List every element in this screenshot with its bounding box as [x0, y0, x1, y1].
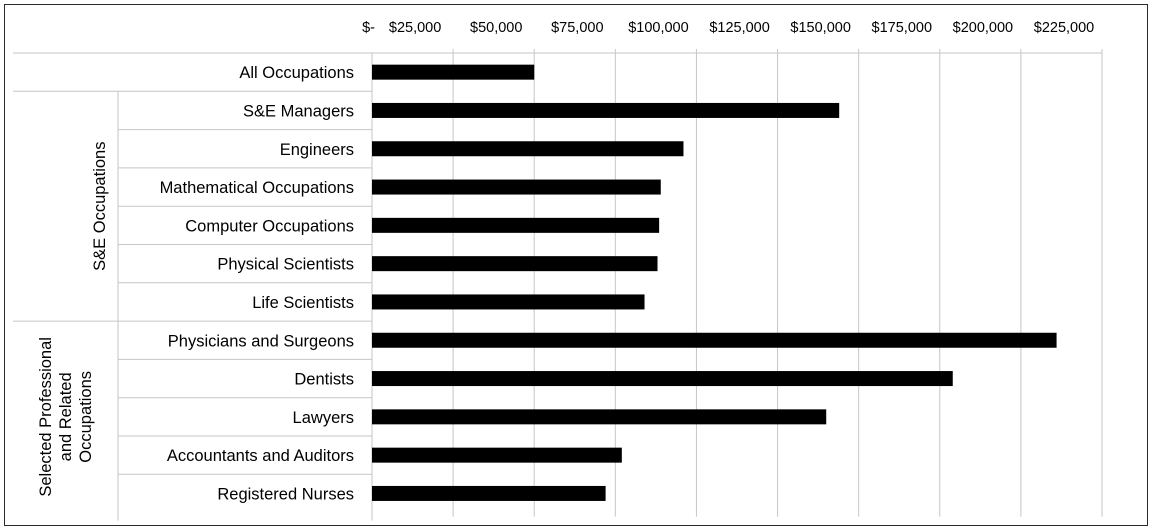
group-label-line: and Related: [57, 372, 75, 461]
group-label: Selected Professional and Related Occupati…: [37, 337, 95, 497]
category-label: Computer Occupations: [185, 217, 354, 235]
category-label: Mathematical Occupations: [160, 179, 354, 197]
x-tick-label: $200,000: [953, 20, 1013, 36]
x-tick-label: $125,000: [709, 20, 769, 36]
category-label: Accountants and Auditors: [167, 447, 354, 465]
category-label: Registered Nurses: [217, 485, 354, 503]
bar: [372, 179, 661, 195]
bar: [372, 332, 1057, 348]
bar: [372, 141, 684, 157]
category-label: Dentists: [294, 371, 354, 389]
category-label: S&E Managers: [243, 102, 354, 120]
category-label: Life Scientists: [252, 294, 354, 312]
category-label: Engineers: [280, 141, 354, 159]
bar: [372, 447, 622, 463]
x-tick-label: $-: [362, 20, 375, 36]
bar: [372, 409, 827, 425]
chart-frame: $- $25,000 $50,000 $75,000 $100,000 $125,000 $…: [4, 4, 1148, 526]
bar: [372, 217, 660, 233]
bar: [372, 371, 953, 387]
x-tick-label: $75,000: [551, 20, 603, 36]
x-tick-label: $175,000: [872, 20, 932, 36]
x-tick-label: $225,000: [1034, 20, 1094, 36]
group-label: S&E Occupations: [91, 142, 109, 271]
x-tick-label: $150,000: [790, 20, 850, 36]
bar: [372, 102, 840, 118]
category-label: All Occupations: [239, 64, 354, 82]
bar: [372, 294, 645, 310]
category-label: Lawyers: [293, 409, 354, 427]
x-tick-label: $100,000: [628, 20, 688, 36]
bar: [372, 256, 658, 272]
category-label: Physical Scientists: [217, 256, 354, 274]
bar: [372, 485, 606, 501]
group-label-line: Selected Professional: [37, 337, 55, 497]
category-label: Physicians and Surgeons: [168, 332, 354, 350]
bar: [372, 64, 535, 80]
chart-svg: $- $25,000 $50,000 $75,000 $100,000 $125,000 $…: [13, 20, 1103, 521]
group-label-line: Occupations: [77, 371, 95, 463]
group-label-line: S&E Occupations: [91, 142, 109, 271]
x-tick-label: $50,000: [470, 20, 522, 36]
x-tick-label: $25,000: [389, 20, 441, 36]
